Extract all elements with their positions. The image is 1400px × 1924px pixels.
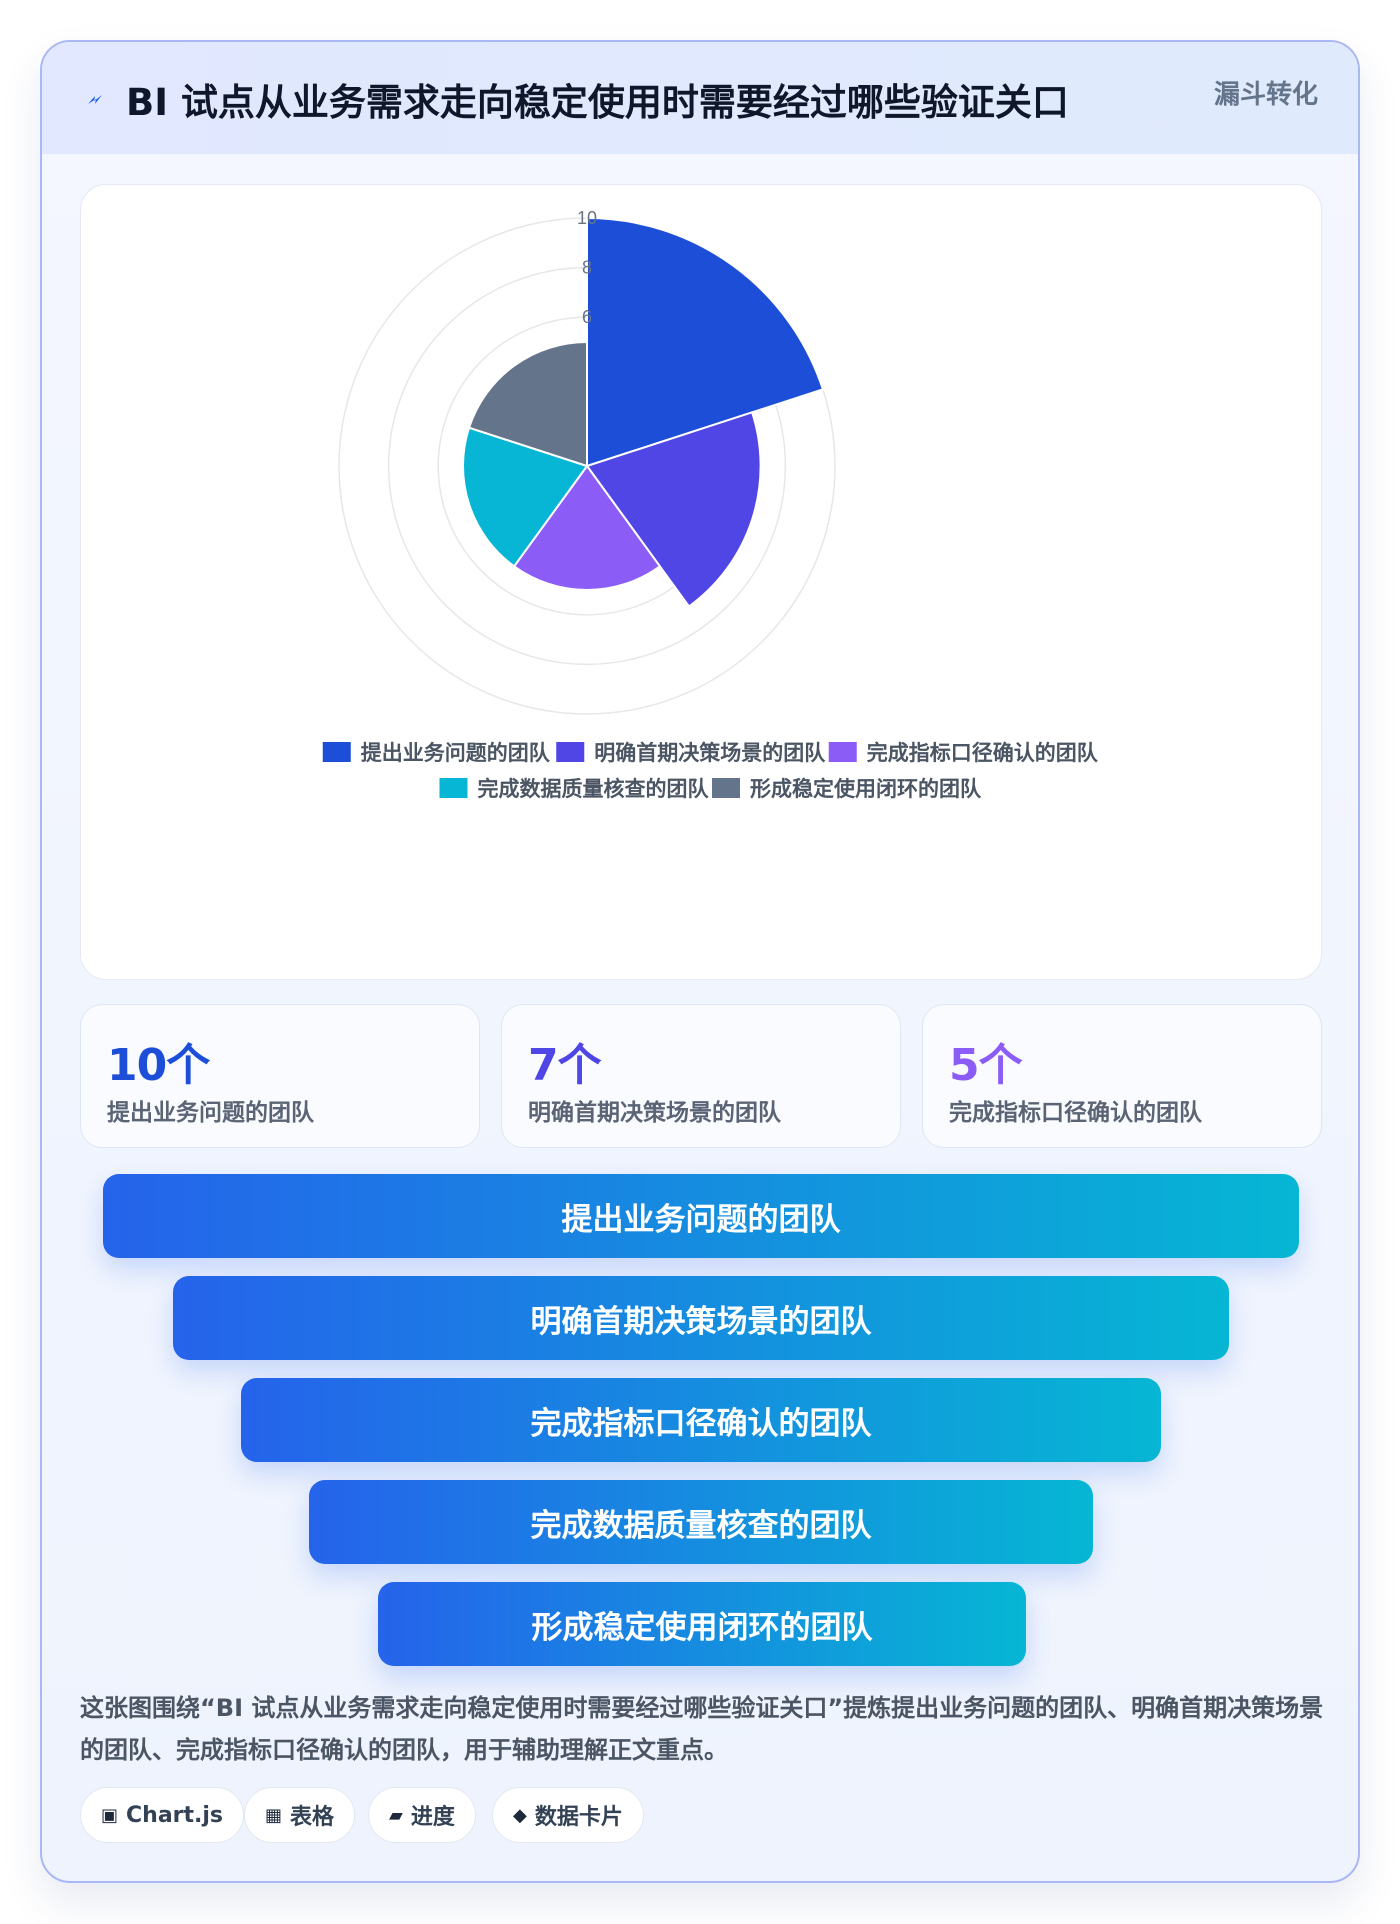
polar-area-chart: 10 8 6 提出业务问题的团队 明确首期决策场景的团队 完成指标口径确认的团队完成数据质… bbox=[322, 208, 1099, 801]
legend-label: 提出业务问题的团队 bbox=[361, 741, 551, 765]
legend-label: 形成稳定使用闭环的团队 bbox=[750, 777, 982, 801]
polar-slice[interactable] bbox=[586, 216, 825, 468]
legend-swatch bbox=[556, 742, 585, 762]
stat-value: 7个 bbox=[528, 1040, 602, 1091]
legend-label: 明确首期决策场景的团队 bbox=[594, 741, 826, 765]
tick-label: 10 bbox=[577, 208, 597, 228]
stat-card: 10个 提出业务问题的团队 bbox=[80, 1004, 480, 1148]
chart-panel: 10 8 6 提出业务问题的团队 明确首期决策场景的团队 完成指标口径确认的团队完成数据质… bbox=[80, 184, 1322, 980]
lightning-icon bbox=[88, 95, 102, 104]
chip-data-card[interactable]: ◆ 数据卡片 bbox=[492, 1787, 644, 1843]
funnel-stage: 提出业务问题的团队 bbox=[103, 1174, 1299, 1258]
funnel-stage: 完成指标口径确认的团队 bbox=[241, 1378, 1161, 1462]
chip-chartjs[interactable]: ▣ Chart.js bbox=[80, 1787, 245, 1843]
chip-label: 表格 bbox=[290, 1805, 335, 1830]
legend-swatch bbox=[439, 778, 468, 798]
card-header: BI 试点从业务需求走向稳定使用时需要经过哪些验证关口 漏斗转化 bbox=[42, 42, 1358, 154]
chip-progress[interactable]: ▰ 进度 bbox=[368, 1787, 476, 1843]
funnel-stage: 完成数据质量核查的团队 bbox=[309, 1480, 1093, 1564]
infographic-card: BI 试点从业务需求走向稳定使用时需要经过哪些验证关口 漏斗转化 10 8 6 提出业… bbox=[40, 40, 1360, 1883]
stat-value: 5个 bbox=[949, 1040, 1023, 1091]
legend-label: 完成指标口径确认的团队 bbox=[867, 741, 1099, 765]
polar-slice[interactable] bbox=[467, 340, 588, 468]
page-title: BI 试点从业务需求走向稳定使用时需要经过哪些验证关口 bbox=[126, 81, 1069, 124]
stat-card: 7个 明确首期决策场景的团队 bbox=[501, 1004, 901, 1148]
legend-label: 完成数据质量核查的团队 bbox=[478, 777, 710, 801]
stat-cards: 10个 提出业务问题的团队 7个 明确首期决策场景的团队 5个 完成指标口径确认… bbox=[80, 1004, 1322, 1148]
tick-label: 8 bbox=[582, 258, 592, 278]
polar-slice[interactable] bbox=[585, 411, 762, 608]
stat-label: 完成指标口径确认的团队 bbox=[949, 1100, 1202, 1126]
chart-description: 这张图围绕“BI 试点从业务需求走向稳定使用时需要经过哪些验证关口”提炼提出业务… bbox=[80, 1694, 1324, 1764]
chip-label: 进度 bbox=[410, 1805, 455, 1830]
chart-icon: ▣ bbox=[101, 1804, 119, 1826]
funnel-stage: 明确首期决策场景的团队 bbox=[173, 1276, 1229, 1360]
legend-swatch bbox=[712, 778, 740, 798]
polar-slice[interactable] bbox=[462, 426, 589, 568]
progress-icon: ▰ bbox=[389, 1804, 403, 1826]
chip-label: 数据卡片 bbox=[534, 1805, 623, 1830]
stat-label: 提出业务问题的团队 bbox=[107, 1100, 314, 1126]
legend-swatch bbox=[828, 742, 857, 762]
chip-label: Chart.js bbox=[126, 1802, 224, 1828]
chip-table[interactable]: ▦ 表格 bbox=[244, 1787, 356, 1843]
tick-label: 6 bbox=[582, 307, 592, 327]
table-icon: ▦ bbox=[265, 1804, 283, 1826]
stat-label: 明确首期决策场景的团队 bbox=[528, 1100, 781, 1126]
category-tag: 漏斗转化 bbox=[1213, 80, 1318, 110]
card-icon: ◆ bbox=[513, 1804, 527, 1826]
stat-value: 10个 bbox=[107, 1040, 210, 1091]
legend-swatch bbox=[322, 742, 351, 762]
stat-card: 5个 完成指标口径确认的团队 bbox=[922, 1004, 1322, 1148]
polar-slice[interactable] bbox=[512, 464, 662, 591]
funnel-stage: 形成稳定使用闭环的团队 bbox=[378, 1582, 1026, 1666]
